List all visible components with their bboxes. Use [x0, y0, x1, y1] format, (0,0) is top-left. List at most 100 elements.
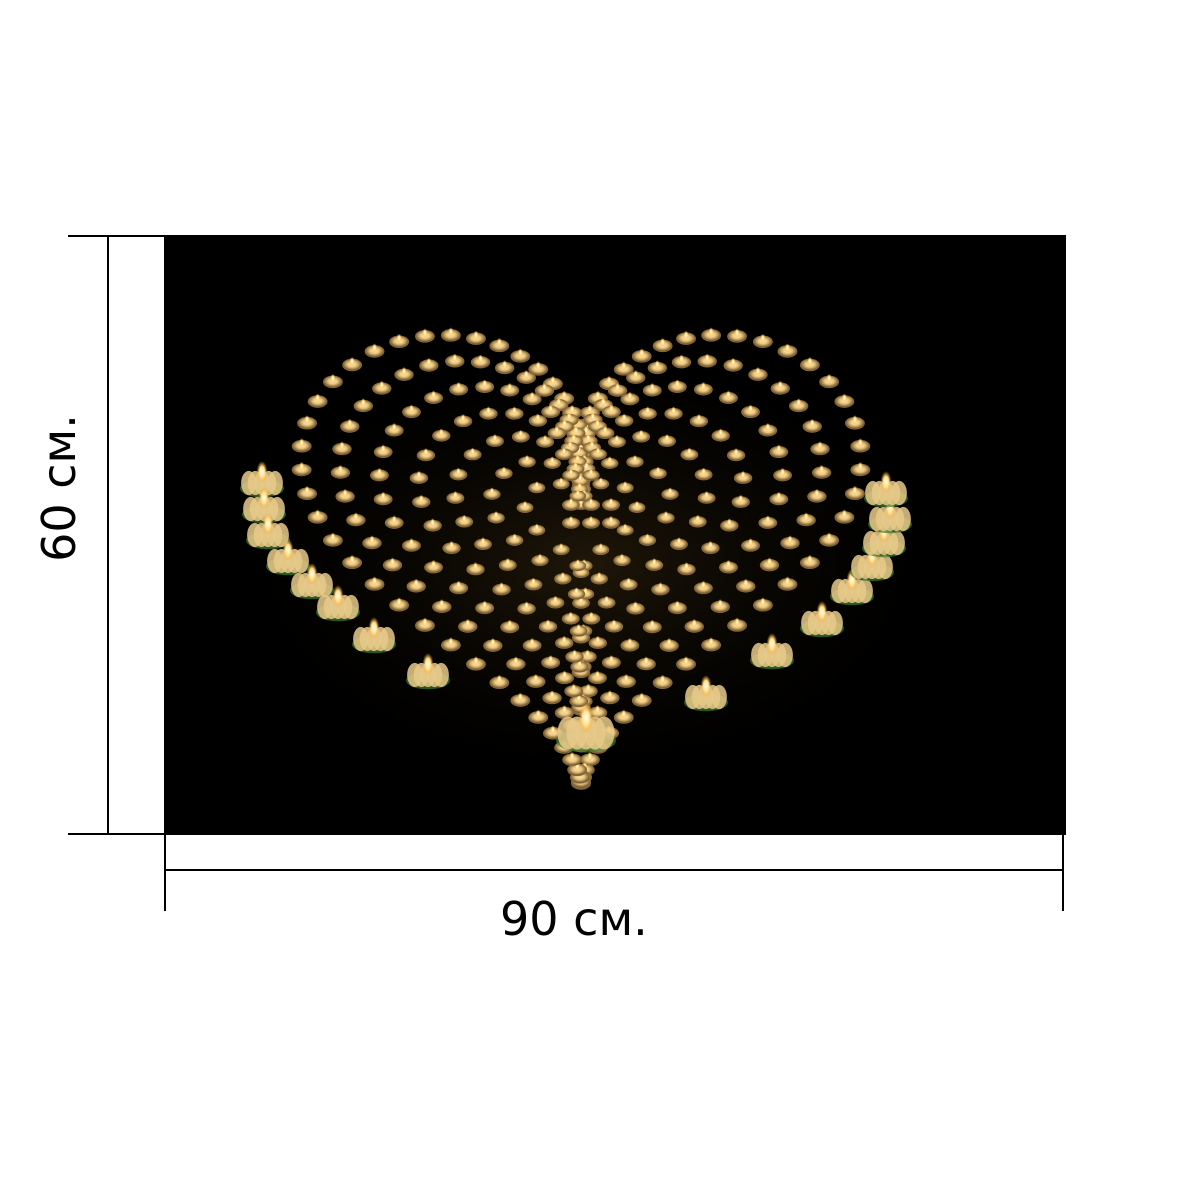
tealight-candle	[402, 404, 421, 419]
tealight-candle	[592, 477, 610, 490]
tealight-candle	[701, 540, 720, 555]
tealight-candle	[588, 635, 607, 649]
tealight-candle	[297, 485, 317, 501]
tealight-candle	[432, 428, 451, 442]
tealight-candle	[569, 559, 587, 572]
tealight-candle	[526, 673, 546, 688]
tealight-candle	[741, 538, 760, 552]
tealight-candle	[466, 562, 485, 576]
tealight-candle	[516, 500, 534, 513]
tealight-candle	[424, 559, 443, 574]
tealight-candle	[463, 447, 482, 461]
tealight-candle	[582, 611, 601, 625]
tealight-candle	[445, 353, 465, 368]
tealight-candle	[569, 623, 588, 637]
tealight-candle	[626, 454, 644, 468]
tealight-candle	[664, 406, 683, 420]
tealight-candle	[449, 467, 468, 481]
tealight-candle	[546, 595, 565, 609]
tealight-candle	[449, 381, 469, 396]
tealight-candle	[850, 461, 871, 477]
height-dimension-line	[107, 235, 109, 835]
tealight-candle	[518, 454, 536, 468]
tealight-candle	[710, 599, 730, 613]
tealight-candle	[541, 404, 561, 418]
tealight-candle	[364, 343, 385, 358]
lotus-candle	[830, 569, 874, 606]
tealight-candle	[322, 532, 343, 547]
lotus-candle	[862, 521, 906, 558]
lotus-candle	[684, 675, 728, 712]
tealight-candle	[534, 382, 555, 397]
tealight-candle	[626, 601, 645, 615]
height-label: 60 см.	[32, 414, 86, 562]
tealight-candle	[552, 542, 570, 556]
tealight-candle	[613, 361, 634, 376]
tealight-candle	[789, 398, 809, 413]
tealight-candle	[642, 382, 662, 397]
tealight-candle	[727, 328, 747, 343]
tealight-candle	[543, 456, 561, 469]
tealight-candle	[562, 468, 580, 481]
tealight-candle	[466, 656, 486, 671]
tealight-candle	[769, 491, 789, 506]
tealight-candle	[628, 500, 646, 513]
tealight-candle	[845, 415, 865, 430]
tealight-candle	[536, 434, 555, 448]
tealight-candle	[631, 348, 652, 363]
tealight-candle	[651, 582, 670, 596]
tealight-candle	[483, 487, 501, 500]
lotus-candle	[750, 633, 794, 670]
tealight-candle	[600, 690, 620, 705]
tealight-candle	[658, 433, 676, 447]
lotus-candle	[246, 513, 290, 550]
tealight-candle	[752, 333, 773, 349]
tealight-candle	[458, 618, 478, 633]
tealight-candle	[466, 330, 486, 345]
tealight-candle	[307, 509, 328, 524]
width-dimension-line	[164, 869, 1064, 871]
tealight-candle	[731, 494, 750, 508]
tealight-candle	[500, 382, 520, 397]
tealight-candle	[442, 540, 461, 555]
lotus-candle-group	[240, 461, 912, 753]
lotus-candle	[800, 601, 844, 638]
tealight-candle	[601, 404, 621, 418]
tealight-candle	[720, 518, 739, 532]
tealight-candle	[711, 428, 730, 442]
tealight-candle	[498, 557, 517, 571]
tealight-candle	[723, 357, 743, 372]
tealight-candle	[604, 619, 624, 633]
tealight-candle	[346, 512, 366, 527]
tealight-candle	[561, 611, 580, 625]
tealight-candle	[291, 438, 312, 453]
tealight-candle	[671, 354, 692, 369]
tealight-candle	[613, 553, 631, 567]
tealight-candle	[555, 446, 573, 460]
tealight-candle	[697, 353, 717, 368]
tealight-candle	[495, 466, 513, 480]
tealight-candle	[607, 434, 626, 448]
width-left-tick	[164, 833, 166, 911]
tealight-candle	[670, 537, 688, 550]
tealight-candle	[446, 490, 465, 504]
tealight-candle	[510, 692, 531, 707]
tealight-candle	[342, 356, 363, 372]
tealight-candle	[419, 357, 439, 372]
tealight-candle	[719, 390, 738, 404]
tealight-candle	[555, 635, 574, 649]
tealight-candle	[382, 557, 403, 572]
tealight-candle	[834, 509, 855, 524]
tealight-candle	[440, 637, 461, 652]
tealight-candle	[522, 637, 542, 652]
tealight-candle	[362, 535, 382, 550]
tealight-candle	[741, 404, 760, 419]
tealight-candle	[636, 656, 656, 671]
tealight-candle	[626, 369, 646, 384]
tealight-candle	[667, 600, 687, 615]
lotus-candle	[266, 539, 310, 576]
tealight-candle	[638, 533, 657, 546]
lotus-candle	[864, 471, 908, 508]
tealight-candle	[799, 554, 820, 570]
candle-heart-photo	[166, 235, 1066, 835]
